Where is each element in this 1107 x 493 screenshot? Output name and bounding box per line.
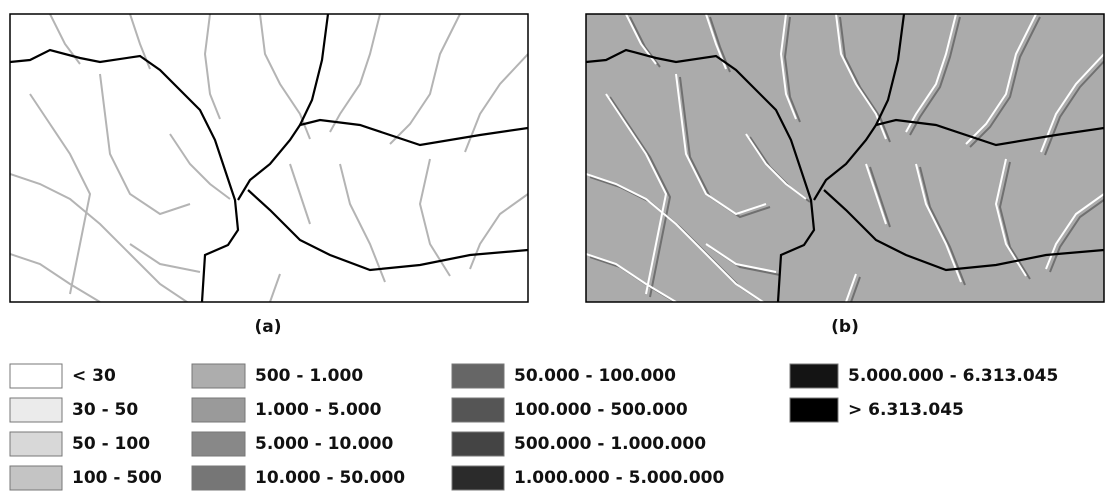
legend-swatch (452, 466, 504, 490)
legend-swatch (10, 364, 62, 388)
legend-swatch (790, 398, 838, 422)
legend-swatch (192, 364, 245, 388)
legend-label: 50.000 - 100.000 (514, 366, 676, 386)
figure: (a) (b) < 30 30 - 50 50 - 100 100 - 500 500 … (0, 0, 1107, 493)
legend-swatch (10, 398, 62, 422)
legend-label: 5.000 - 10.000 (255, 434, 393, 454)
legend-label: 10.000 - 50.000 (255, 468, 405, 488)
legend-label: 30 - 50 (72, 400, 138, 420)
legend-label: 500 - 1.000 (255, 366, 363, 386)
legend-label: 100.000 - 500.000 (514, 400, 688, 420)
legend-label: 100 - 500 (72, 468, 162, 488)
legend-label: < 30 (72, 366, 116, 386)
legend-label: 5.000.000 - 6.313.045 (848, 366, 1058, 386)
legend-swatch (452, 398, 504, 422)
legend-swatch (10, 432, 62, 456)
legend-label: 50 - 100 (72, 434, 150, 454)
legend-label: 1.000 - 5.000 (255, 400, 382, 420)
legend-swatch (452, 432, 504, 456)
legend-swatch (452, 364, 504, 388)
legend-label: 500.000 - 1.000.000 (514, 434, 706, 454)
legend-swatch (192, 466, 245, 490)
legend: < 30 30 - 50 50 - 100 100 - 500 500 - 1.000 1… (10, 364, 1058, 490)
panel-label: (a) (254, 317, 281, 337)
legend-label: 1.000.000 - 5.000.000 (514, 468, 724, 488)
map-b (586, 14, 1107, 307)
legend-swatch (192, 398, 245, 422)
map-a (10, 14, 528, 304)
legend-swatch (10, 466, 62, 490)
panel-label: (b) (831, 317, 859, 337)
legend-swatch (790, 364, 838, 388)
legend-label: > 6.313.045 (848, 400, 964, 420)
legend-swatch (192, 432, 245, 456)
